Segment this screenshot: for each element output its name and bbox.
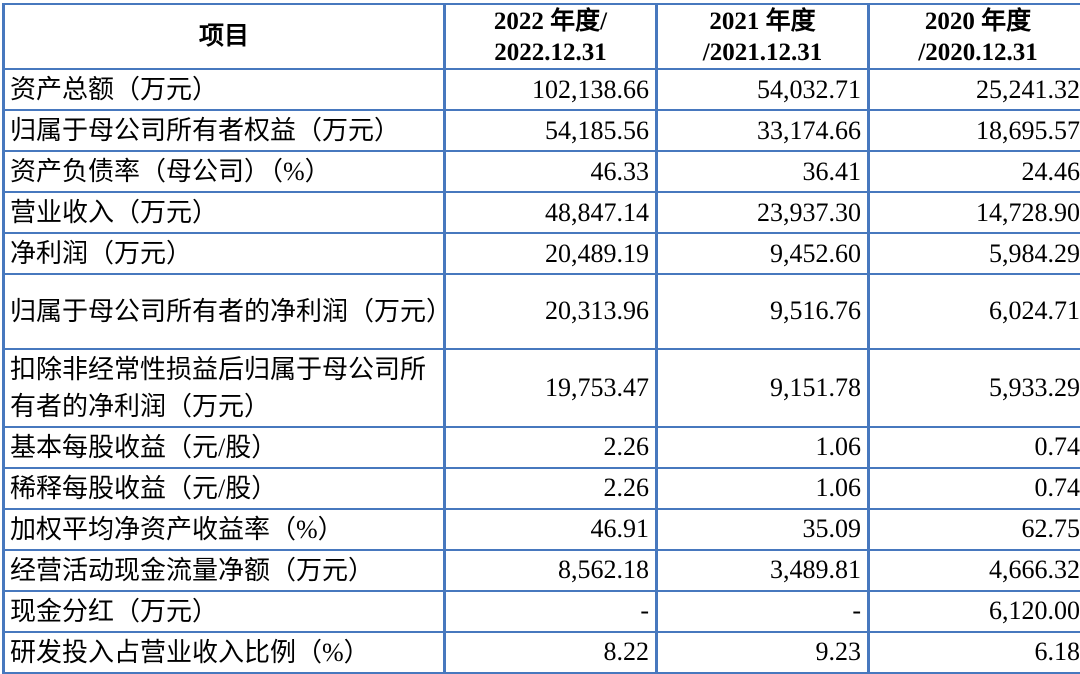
value-2022: 46.33 — [445, 151, 657, 192]
header-2021-line1: 2021 年度 — [658, 6, 867, 37]
financial-summary-table: 项目 2022 年度/ 2022.12.31 2021 年度 /2021.12.… — [2, 3, 1080, 674]
header-2020-cell: 2020 年度 /2020.12.31 — [869, 4, 1080, 69]
table-row-rd-ratio: 研发投入占营业收入比例（%） 8.22 9.23 6.18 — [4, 632, 1080, 673]
value-2022: 8,562.18 — [445, 550, 657, 591]
value-2021: 3,489.81 — [657, 550, 869, 591]
value-2020: 62.75 — [869, 509, 1080, 550]
table-row-adjusted-net-profit: 扣除非经常性损益后归属于母公司所有者的净利润（万元） 19,753.47 9,1… — [4, 349, 1080, 427]
value-2022: 20,313.96 — [445, 274, 657, 349]
table-row-debt-ratio: 资产负债率（母公司）（%） 46.33 36.41 24.46 — [4, 151, 1080, 192]
value-2021: 36.41 — [657, 151, 869, 192]
value-2022: 20,489.19 — [445, 233, 657, 274]
value-2021: 1.06 — [657, 468, 869, 509]
table-row-total-assets: 资产总额（万元） 102,138.66 54,032.71 25,241.32 — [4, 69, 1080, 110]
value-2022: 2.26 — [445, 427, 657, 468]
header-2022-line2: 2022.12.31 — [446, 37, 655, 68]
value-2022: 102,138.66 — [445, 69, 657, 110]
header-item-cell: 项目 — [4, 4, 445, 69]
table-row-parent-equity: 归属于母公司所有者权益（万元） 54,185.56 33,174.66 18,6… — [4, 110, 1080, 151]
row-label: 资产总额（万元） — [4, 69, 445, 110]
value-2021: 35.09 — [657, 509, 869, 550]
value-2021: 33,174.66 — [657, 110, 869, 151]
value-2021: - — [657, 591, 869, 632]
row-label: 归属于母公司所有者权益（万元） — [4, 110, 445, 151]
table-row-revenue: 营业收入（万元） 48,847.14 23,937.30 14,728.90 — [4, 192, 1080, 233]
value-2020: 5,933.29 — [869, 349, 1080, 427]
value-2022: 46.91 — [445, 509, 657, 550]
value-2022: 48,847.14 — [445, 192, 657, 233]
value-2020: 25,241.32 — [869, 69, 1080, 110]
value-2020: 14,728.90 — [869, 192, 1080, 233]
value-2021: 9,151.78 — [657, 349, 869, 427]
value-2020: 6,024.71 — [869, 274, 1080, 349]
value-2022: 8.22 — [445, 632, 657, 673]
header-2020-line2: /2020.12.31 — [870, 37, 1080, 68]
row-label: 稀释每股收益（元/股） — [4, 468, 445, 509]
header-item-label: 项目 — [5, 21, 443, 52]
header-2021-line2: /2021.12.31 — [658, 37, 867, 68]
value-2021: 54,032.71 — [657, 69, 869, 110]
table-row-weighted-roe: 加权平均净资产收益率（%） 46.91 35.09 62.75 — [4, 509, 1080, 550]
table-row-cash-dividend: 现金分红（万元） - - 6,120.00 — [4, 591, 1080, 632]
value-2020: 18,695.57 — [869, 110, 1080, 151]
row-label: 基本每股收益（元/股） — [4, 427, 445, 468]
row-label: 经营活动现金流量净额（万元） — [4, 550, 445, 591]
document-page: { "table": { "border_color": "#4778BE", … — [0, 0, 1080, 617]
table-header-row: 项目 2022 年度/ 2022.12.31 2021 年度 /2021.12.… — [4, 4, 1080, 69]
row-label: 研发投入占营业收入比例（%） — [4, 632, 445, 673]
row-label: 加权平均净资产收益率（%） — [4, 509, 445, 550]
value-2020: 5,984.29 — [869, 233, 1080, 274]
row-label: 净利润（万元） — [4, 233, 445, 274]
table-row-net-profit: 净利润（万元） 20,489.19 9,452.60 5,984.29 — [4, 233, 1080, 274]
header-2020-line1: 2020 年度 — [870, 6, 1080, 37]
row-label: 扣除非经常性损益后归属于母公司所有者的净利润（万元） — [4, 349, 445, 427]
value-2021: 1.06 — [657, 427, 869, 468]
header-2022-cell: 2022 年度/ 2022.12.31 — [445, 4, 657, 69]
value-2021: 9,452.60 — [657, 233, 869, 274]
value-2020: 6,120.00 — [869, 591, 1080, 632]
value-2020: 24.46 — [869, 151, 1080, 192]
table-row-basic-eps: 基本每股收益（元/股） 2.26 1.06 0.74 — [4, 427, 1080, 468]
row-label: 营业收入（万元） — [4, 192, 445, 233]
table-row-operating-cash-flow: 经营活动现金流量净额（万元） 8,562.18 3,489.81 4,666.3… — [4, 550, 1080, 591]
value-2021: 9.23 — [657, 632, 869, 673]
value-2020: 0.74 — [869, 427, 1080, 468]
row-label: 现金分红（万元） — [4, 591, 445, 632]
value-2020: 4,666.32 — [869, 550, 1080, 591]
row-label: 资产负债率（母公司）（%） — [4, 151, 445, 192]
value-2021: 23,937.30 — [657, 192, 869, 233]
row-label: 归属于母公司所有者的净利润（万元） — [4, 274, 445, 349]
table-row-parent-net-profit: 归属于母公司所有者的净利润（万元） 20,313.96 9,516.76 6,0… — [4, 274, 1080, 349]
value-2022: 19,753.47 — [445, 349, 657, 427]
header-2022-line1: 2022 年度/ — [446, 6, 655, 37]
value-2022: 54,185.56 — [445, 110, 657, 151]
header-2021-cell: 2021 年度 /2021.12.31 — [657, 4, 869, 69]
value-2020: 6.18 — [869, 632, 1080, 673]
value-2022: - — [445, 591, 657, 632]
value-2021: 9,516.76 — [657, 274, 869, 349]
value-2022: 2.26 — [445, 468, 657, 509]
table-row-diluted-eps: 稀释每股收益（元/股） 2.26 1.06 0.74 — [4, 468, 1080, 509]
value-2020: 0.74 — [869, 468, 1080, 509]
